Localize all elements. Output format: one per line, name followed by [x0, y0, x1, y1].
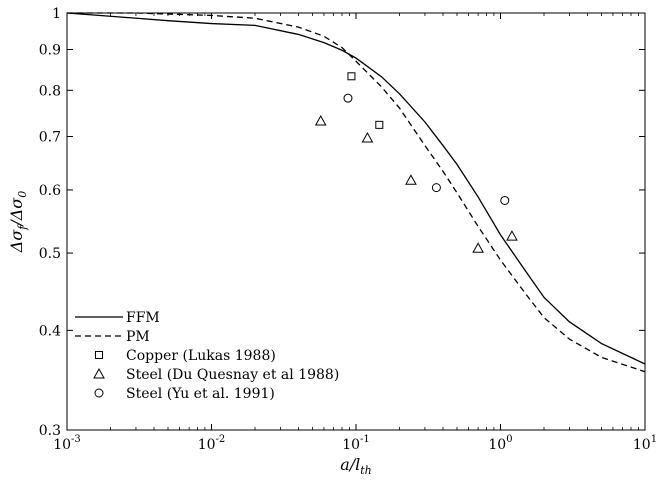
x-axis-label: a/lth [340, 455, 372, 477]
legend-marker-square [95, 351, 103, 359]
legend-label: Steel (Yu et al. 1991) [126, 386, 275, 402]
data-point-triangle [314, 115, 327, 126]
series-line-ffm [66, 12, 646, 365]
legend-label: Steel (Du Quesnay et al 1988) [126, 367, 339, 383]
x-tick-label: 10-1 [342, 434, 370, 453]
x-tick-label: 100 [488, 434, 512, 453]
y-axis-label: Δσf/Δσ0 [7, 191, 29, 253]
y-tick-label: 0.8 [39, 83, 61, 99]
legend-marker-circle [94, 388, 104, 398]
x-tick-label: 101 [633, 434, 657, 453]
y-tick-label: 0.3 [39, 423, 61, 439]
x-tick-label: 10-2 [198, 434, 226, 453]
y-tick-label: 0.9 [39, 42, 61, 58]
y-tick-label: 0.7 [39, 130, 61, 146]
y-tick-label: 0.6 [39, 183, 61, 199]
legend-label: Copper (Lukas 1988) [126, 348, 276, 364]
y-tick-label: 0.4 [39, 323, 61, 339]
data-point-circle [343, 93, 353, 103]
data-point-triangle [361, 131, 374, 143]
data-point-square [375, 120, 384, 129]
data-point-circle [431, 183, 441, 193]
legend-label: PM [126, 329, 150, 345]
legend-label: FFM [126, 310, 160, 326]
data-point-circle [500, 195, 510, 205]
series-line-pm [67, 12, 646, 373]
x-tick-label: 10-3 [53, 434, 81, 453]
data-point-square [347, 72, 356, 81]
legend-marker-triangle [93, 367, 105, 379]
data-point-triangle [405, 174, 417, 185]
y-tick-label: 0.5 [39, 246, 61, 262]
y-tick-label: 1 [52, 6, 61, 22]
data-point-triangle [472, 242, 484, 253]
data-point-triangle [506, 230, 518, 241]
